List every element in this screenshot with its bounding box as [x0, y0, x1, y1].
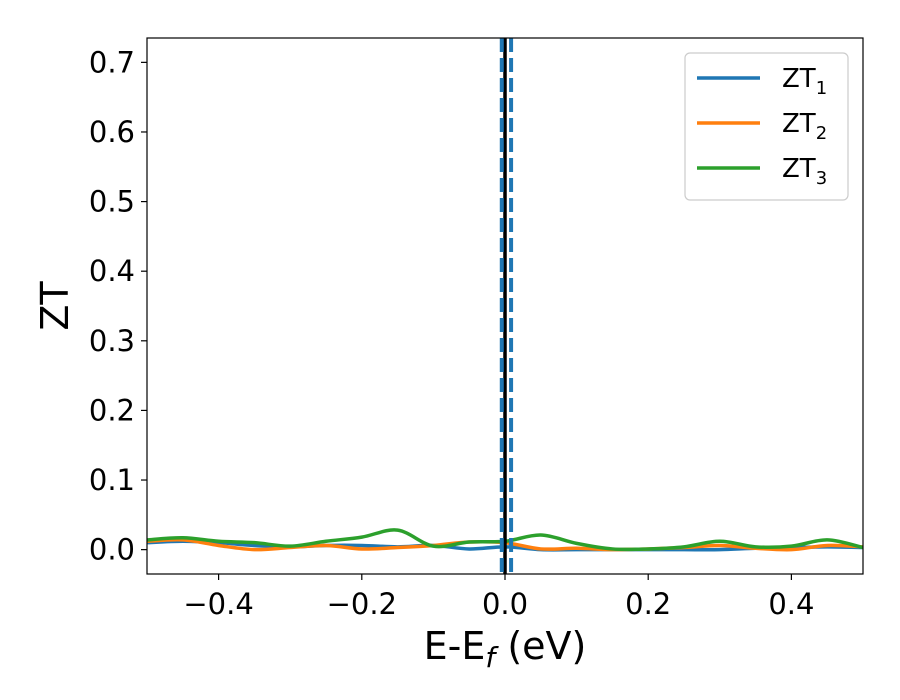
legend-label-zt1: ZT1	[782, 64, 827, 99]
x-axis-title-main: E-E	[424, 624, 486, 668]
y-tick-label: 0.4	[89, 254, 135, 288]
legend-label-sub: 1	[816, 78, 827, 99]
y-tick-label: 0.6	[89, 115, 135, 149]
legend-label-main: ZT	[782, 154, 816, 184]
x-tick-label: −0.4	[183, 587, 253, 621]
legend-label-main: ZT	[782, 64, 816, 94]
y-tick-label: 0.0	[89, 533, 135, 567]
x-tick-label: 0.2	[625, 587, 671, 621]
legend-box	[684, 52, 849, 201]
x-tick-label: −0.2	[327, 587, 397, 621]
y-axis: 0.0 0.1 0.2 0.3 0.4 0.5 0.6 0.7	[89, 45, 147, 567]
y-tick-label: 0.1	[89, 463, 135, 497]
legend-label-sub: 2	[816, 123, 827, 144]
x-axis: −0.4 −0.2 0.0 0.2 0.4	[183, 574, 814, 621]
x-axis-title-tail: (eV)	[495, 624, 586, 668]
y-tick-label: 0.7	[89, 45, 135, 79]
y-tick-label: 0.2	[89, 393, 135, 427]
x-tick-label: 0.0	[482, 587, 528, 621]
legend-label-zt3: ZT3	[782, 154, 827, 189]
y-tick-label: 0.5	[89, 185, 135, 219]
y-tick-label: 0.3	[89, 324, 135, 358]
legend-label-sub: 3	[816, 168, 827, 189]
y-axis-title: ZT	[33, 281, 77, 331]
legend-label-zt2: ZT2	[782, 109, 827, 144]
legend-label-main: ZT	[782, 109, 816, 139]
x-axis-title: E-Ef (eV)	[424, 624, 587, 674]
plot-area	[147, 38, 863, 574]
x-tick-label: 0.4	[768, 587, 814, 621]
